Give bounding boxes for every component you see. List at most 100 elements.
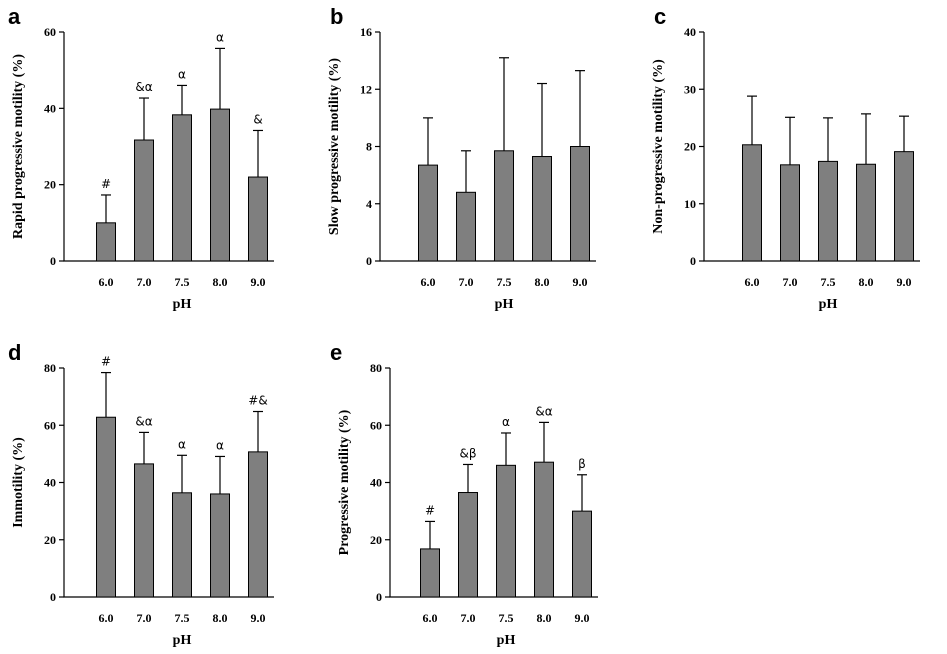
x-tick-label: 7.0: [783, 275, 798, 289]
x-tick-label: 9.0: [573, 275, 588, 289]
x-tick-label: 9.0: [251, 611, 266, 625]
x-tick-label: 8.0: [213, 611, 228, 625]
x-axis-label: pH: [173, 633, 192, 648]
x-tick-label: 7.0: [137, 611, 152, 625]
bar: [856, 163, 876, 262]
y-tick-label: 30: [684, 82, 696, 96]
bar: [96, 416, 116, 598]
y-tick-label: 20: [370, 533, 382, 547]
y-tick-label: 10: [684, 197, 696, 211]
y-tick-label: 80: [370, 361, 382, 375]
y-axis-label: Immotility (%): [11, 437, 26, 528]
bar: [248, 176, 268, 262]
significance-label: α: [216, 30, 224, 44]
bar: [210, 493, 230, 598]
panel-letter: e: [330, 340, 342, 365]
y-tick-label: 0: [366, 254, 372, 268]
panel-letter: b: [330, 4, 343, 29]
bar: [494, 150, 514, 262]
bar: [742, 144, 762, 262]
x-tick-label: 7.5: [175, 275, 190, 289]
bar: [172, 492, 192, 598]
significance-label: #: [101, 177, 111, 191]
bar: [418, 164, 438, 262]
significance-label: β: [578, 457, 586, 471]
x-tick-label: 7.0: [461, 611, 476, 625]
x-tick-label: 9.0: [897, 275, 912, 289]
panel-d: d 0 20 40 60 80 #6.0&α 7.0 α 7.5 α 8.0 #& 9.0 pH Immoti…: [8, 340, 274, 648]
y-tick-label: 0: [690, 254, 696, 268]
bar: [456, 191, 476, 262]
y-tick-label: 20: [44, 533, 56, 547]
bar: [458, 492, 478, 598]
y-tick-label: 12: [360, 82, 372, 96]
x-axis-label: pH: [819, 297, 838, 312]
x-axis-label: pH: [173, 297, 192, 312]
axis-lines: [379, 32, 596, 262]
significance-label: &α: [135, 414, 152, 428]
y-tick-label: 8: [366, 140, 372, 154]
bar: [172, 114, 192, 262]
x-tick-label: 7.5: [821, 275, 836, 289]
y-axis-label: Rapid progressive motility (%): [11, 54, 26, 239]
significance-label: α: [502, 415, 510, 429]
x-axis-label: pH: [495, 297, 514, 312]
x-tick-label: 8.0: [859, 275, 874, 289]
significance-label: &: [253, 112, 262, 126]
panel-letter: c: [654, 4, 666, 29]
x-tick-label: 6.0: [745, 275, 760, 289]
x-tick-label: 7.0: [137, 275, 152, 289]
x-tick-label: 7.0: [459, 275, 474, 289]
y-tick-label: 0: [50, 590, 56, 604]
significance-label: &α: [135, 80, 152, 94]
y-tick-label: 0: [376, 590, 382, 604]
x-tick-label: 9.0: [575, 611, 590, 625]
axis-lines: [703, 32, 920, 262]
bar: [570, 146, 590, 262]
y-tick-label: 0: [50, 254, 56, 268]
y-axis-label: Slow progressive motility (%): [327, 58, 342, 236]
x-tick-label: 9.0: [251, 275, 266, 289]
y-tick-label: 40: [44, 476, 56, 490]
x-tick-label: 7.5: [499, 611, 514, 625]
x-tick-label: 7.5: [497, 275, 512, 289]
panel-letter: d: [8, 340, 21, 365]
significance-label: #: [425, 503, 435, 517]
bar: [248, 451, 268, 598]
bar: [532, 156, 552, 262]
bar: [894, 151, 914, 262]
x-tick-label: 6.0: [99, 611, 114, 625]
x-tick-label: 8.0: [535, 275, 550, 289]
panel-b: b 0 4 8 12 16 6.0 7.0 7.5 8.0 9.0 pH Slow progressiv…: [327, 4, 596, 312]
y-tick-label: 60: [44, 25, 56, 39]
x-axis-label: pH: [497, 633, 516, 648]
y-tick-label: 40: [684, 25, 696, 39]
x-tick-label: 7.5: [175, 611, 190, 625]
y-tick-label: 16: [360, 25, 372, 39]
y-tick-label: 20: [44, 178, 56, 192]
panel-a: a 0 20 40 60 #6.0&α 7.0 α 7.5 α 8.0 & 9.0 pH Rapid pro…: [8, 4, 274, 312]
y-tick-label: 60: [44, 418, 56, 432]
significance-label: α: [178, 67, 186, 81]
y-axis-label: Progressive motility (%): [337, 409, 352, 555]
axis-lines: [63, 32, 274, 262]
bar: [210, 108, 230, 262]
x-tick-label: 8.0: [537, 611, 552, 625]
y-tick-label: 40: [370, 476, 382, 490]
significance-label: &α: [535, 404, 552, 418]
panel-letter: a: [8, 4, 21, 29]
bar: [96, 222, 116, 262]
x-tick-label: 6.0: [423, 611, 438, 625]
y-axis-label: Non-progressive motility (%): [651, 59, 666, 234]
y-tick-label: 60: [370, 418, 382, 432]
panel-e: e 0 20 40 60 80 #6.0&β 7.0 α 7.5&α 8.0 β 9.0 pH Progre…: [330, 340, 598, 648]
bar: [818, 160, 838, 262]
y-tick-label: 4: [366, 197, 372, 211]
axis-lines: [63, 368, 274, 598]
y-tick-label: 80: [44, 361, 56, 375]
panel-c: c 0 10 20 30 40 6.0 7.0 7.5 8.0 9.0 pH Non-progressi…: [651, 4, 920, 312]
bar: [496, 464, 516, 598]
bar: [534, 461, 554, 598]
significance-label: &β: [459, 446, 476, 460]
